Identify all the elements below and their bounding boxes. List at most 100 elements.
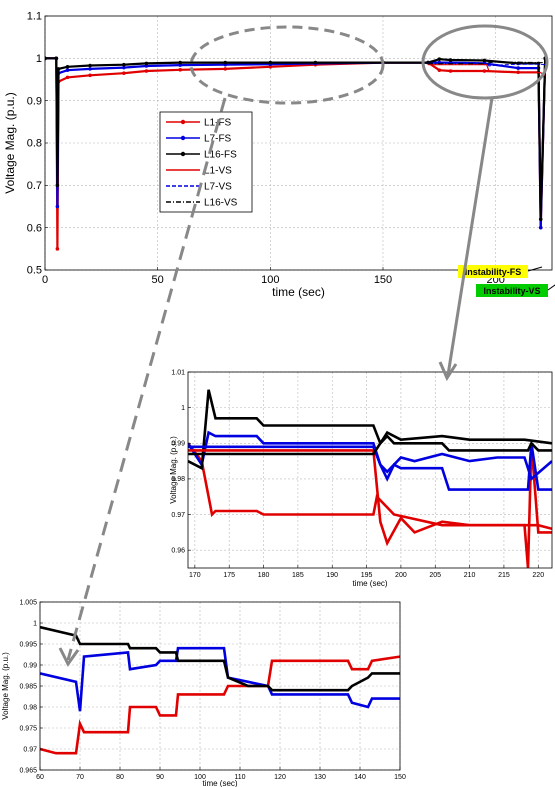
data-point bbox=[268, 60, 273, 65]
x-tick-label: 150 bbox=[394, 774, 406, 781]
data-point bbox=[55, 204, 60, 209]
series-line-l1-vs bbox=[188, 449, 552, 547]
data-point bbox=[88, 67, 92, 71]
y-axis-label: Voltage Mag. (p.u.) bbox=[1, 652, 10, 720]
legend-label: L7-FS bbox=[204, 134, 232, 145]
x-tick-label: 180 bbox=[258, 572, 270, 579]
data-point bbox=[122, 65, 126, 70]
data-point bbox=[65, 75, 70, 80]
data-point bbox=[88, 63, 92, 68]
series-line-l16-fs bbox=[45, 57, 547, 220]
x-tick-label: 200 bbox=[395, 572, 407, 579]
series-line-l16-vs bbox=[188, 430, 552, 456]
legend-label: L16-FS bbox=[204, 150, 237, 161]
x-tick-label: 60 bbox=[36, 774, 44, 781]
x-tick-label: 80 bbox=[116, 774, 124, 781]
series-line-l16-fs bbox=[188, 389, 552, 471]
data-point bbox=[144, 64, 149, 68]
x-tick-label: 175 bbox=[223, 572, 235, 579]
data-point bbox=[55, 247, 60, 251]
y-tick-label: 0.99 bbox=[23, 662, 37, 669]
y-tick-label: 1 bbox=[181, 405, 185, 412]
series-line-l1-fs bbox=[188, 442, 552, 568]
annotation-box bbox=[458, 265, 528, 278]
series-group bbox=[40, 625, 400, 755]
y-tick-label: 1 bbox=[33, 620, 37, 627]
y-tick-label: 0.98 bbox=[171, 476, 185, 483]
data-point bbox=[65, 65, 70, 69]
data-point bbox=[223, 67, 228, 71]
annotation-label: Instability-FS bbox=[465, 267, 522, 277]
zoom-arrow-dashed bbox=[66, 97, 227, 661]
data-point bbox=[122, 62, 126, 67]
zoom-ellipse-solid bbox=[421, 24, 549, 100]
x-tick-label: 185 bbox=[292, 572, 304, 579]
data-point bbox=[448, 58, 453, 62]
y-tick-label: 0.8 bbox=[27, 138, 42, 150]
y-tick-label: 0.6 bbox=[27, 222, 42, 234]
chart-panel-2: 170 175 180 185 190 195 200 205 210 215 220 0.96 0.9… bbox=[169, 369, 553, 588]
x-axis-label: time (sec) bbox=[352, 579, 387, 588]
zoom-callouts bbox=[58, 24, 549, 667]
x-tick-label: 130 bbox=[314, 774, 326, 781]
series-line-l7-vs bbox=[428, 62, 546, 67]
series-line-l7-vs bbox=[188, 445, 552, 482]
y-tick-label: 0.96 bbox=[171, 548, 185, 555]
y-tick-label: 1 bbox=[36, 53, 42, 65]
x-tick-label: 205 bbox=[429, 572, 441, 579]
data-point bbox=[516, 66, 520, 70]
y-tick-label: 0.985 bbox=[19, 683, 37, 690]
series-line-l1-fs bbox=[45, 57, 547, 249]
legend-label: L1-VS bbox=[204, 166, 232, 177]
annotation-box bbox=[476, 284, 548, 297]
data-point bbox=[448, 69, 453, 73]
x-axis-label: time (sec) bbox=[272, 285, 325, 299]
y-tick-label: 1.01 bbox=[171, 369, 185, 376]
x-tick-label: 0 bbox=[42, 274, 48, 286]
x-axis-label: time (sec) bbox=[202, 779, 237, 787]
zoom-arrow-solid bbox=[446, 97, 494, 376]
data-point bbox=[122, 71, 126, 75]
data-point bbox=[178, 60, 182, 65]
x-tick-label: 170 bbox=[189, 572, 201, 579]
series-group bbox=[45, 56, 548, 251]
zoom-arrowhead-dashed bbox=[58, 647, 80, 667]
y-axis-label: Voltage Mag. (p.u.) bbox=[169, 436, 178, 504]
data-point bbox=[54, 56, 59, 61]
annotation-arrow bbox=[547, 284, 555, 291]
x-tick-label: 100 bbox=[194, 774, 206, 781]
data-point bbox=[538, 225, 543, 230]
series-line-l7-fs bbox=[188, 430, 552, 491]
x-tick-label: 195 bbox=[361, 572, 373, 579]
chart-panel-3: 60 70 80 90 100 110 120 130 140 150 0.965 0.97 0.975… bbox=[1, 599, 406, 787]
x-tick-label: 120 bbox=[274, 774, 286, 781]
y-tick-label: 0.9 bbox=[27, 95, 42, 107]
data-point bbox=[313, 60, 318, 65]
x-tick-label: 150 bbox=[374, 274, 392, 286]
y-tick-label: 0.995 bbox=[19, 641, 37, 648]
y-tick-label: 1.005 bbox=[19, 599, 37, 606]
data-point bbox=[88, 73, 92, 78]
series-line-l16-vs bbox=[428, 61, 546, 65]
x-tick-label: 190 bbox=[326, 572, 338, 579]
x-tick-label: 90 bbox=[156, 774, 164, 781]
data-point bbox=[55, 183, 60, 188]
y-tick-label: 0.975 bbox=[19, 725, 37, 732]
annotation-arrow bbox=[527, 266, 543, 272]
series-line-l16-fs bbox=[40, 625, 400, 692]
data-point bbox=[437, 57, 442, 61]
zoom-ellipse-dashed bbox=[189, 25, 385, 105]
x-tick-label: 110 bbox=[234, 774, 245, 781]
y-axis-label: Voltage Mag. (p.u.) bbox=[3, 92, 17, 193]
data-point bbox=[268, 65, 273, 69]
series-line-l1-vs bbox=[428, 64, 546, 76]
data-point bbox=[178, 67, 182, 72]
y-tick-label: 0.98 bbox=[23, 704, 37, 711]
x-tick-label: 140 bbox=[354, 774, 366, 781]
legend-marker bbox=[180, 151, 186, 157]
y-tick-label: 0.7 bbox=[27, 180, 42, 192]
data-point bbox=[223, 60, 228, 65]
data-point bbox=[144, 61, 149, 66]
